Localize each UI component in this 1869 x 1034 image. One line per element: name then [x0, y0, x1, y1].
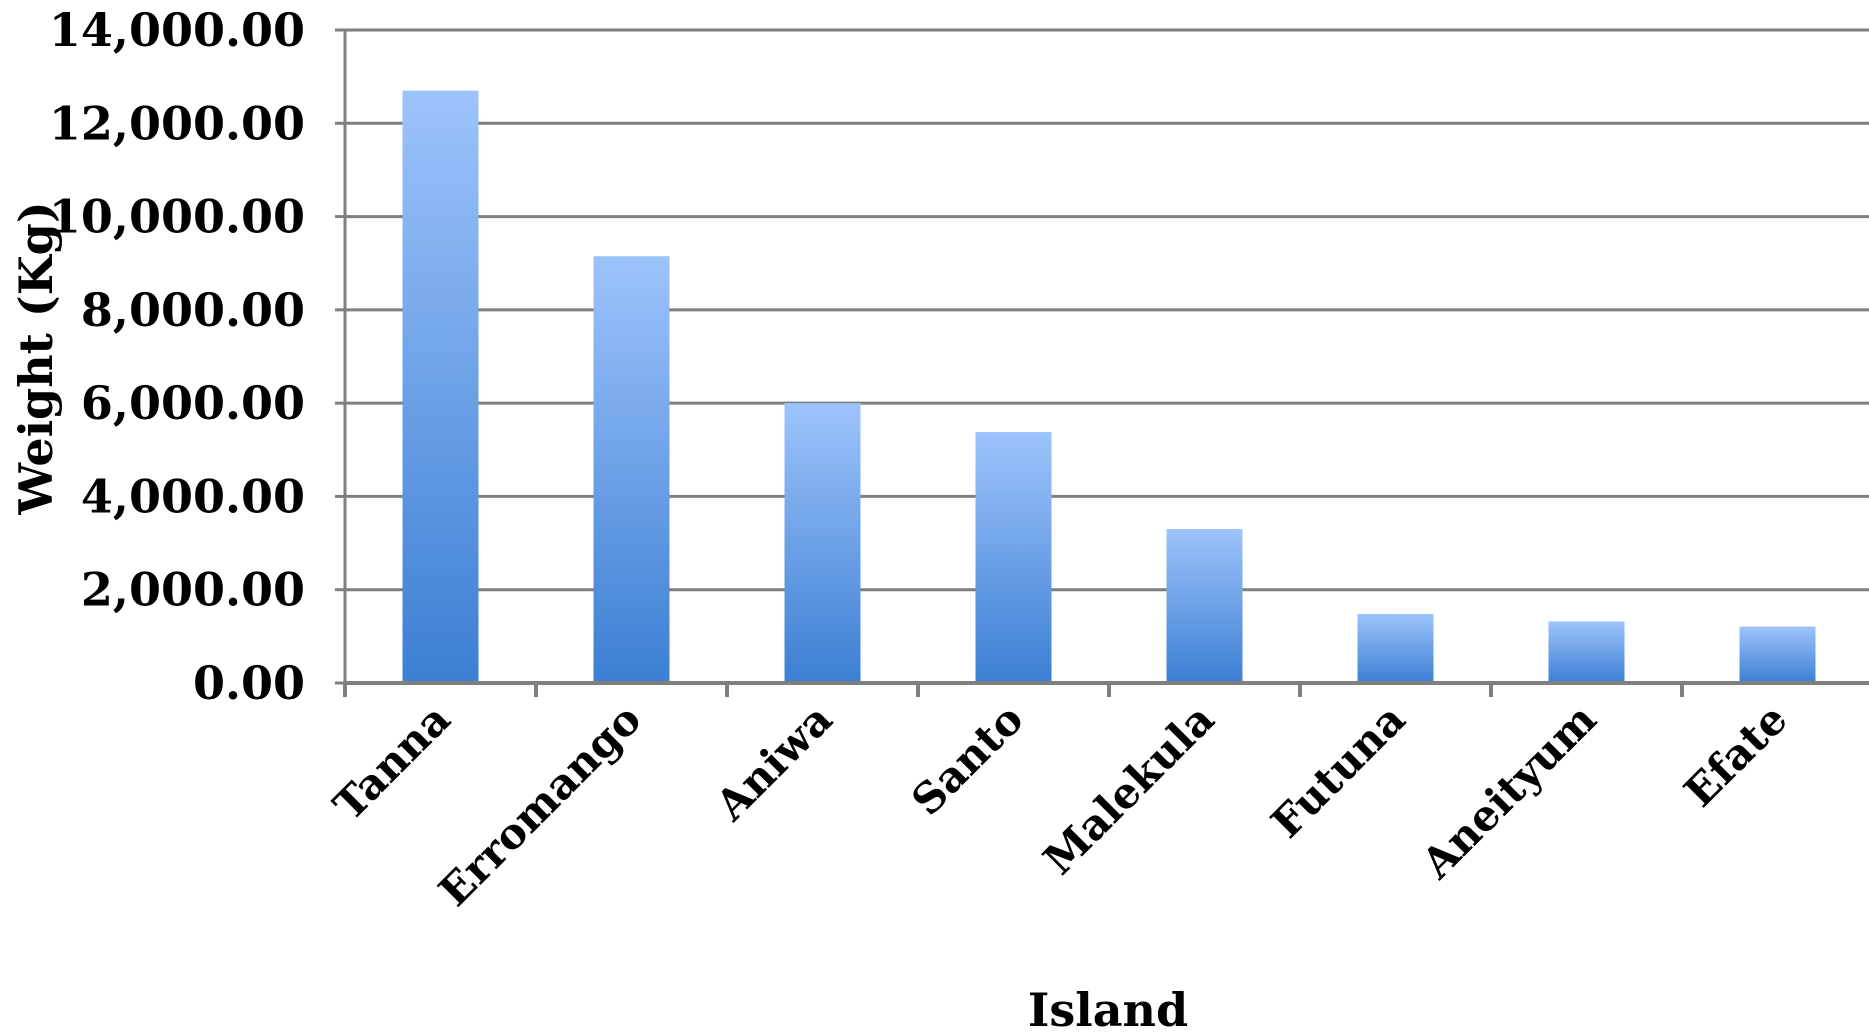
bar-santo [975, 432, 1052, 683]
y-tick-label: 10,000.00 [49, 190, 305, 244]
y-tick-label: 14,000.00 [49, 3, 305, 57]
bar-aniwa [784, 403, 861, 683]
gridlines [335, 28, 1869, 685]
x-tick-label: Aniwa [705, 694, 841, 830]
y-tick-label: 2,000.00 [81, 563, 305, 617]
x-tick-label: Efate [1675, 694, 1797, 816]
y-tick-label: 4,000.00 [81, 469, 305, 523]
x-axis-title: Island [1028, 983, 1188, 1034]
y-tick-label: 0.00 [193, 656, 305, 710]
y-tick-label: 6,000.00 [81, 376, 305, 430]
y-tick-label: 8,000.00 [81, 283, 305, 337]
y-axis-tick-labels: 0.00 2,000.00 4,000.00 6,000.00 8,000.00 10,0… [49, 3, 305, 710]
y-axis-title: Weight (Kg) [9, 201, 63, 515]
x-tick-label: Santo [902, 694, 1032, 824]
x-tick-label: Aneityum [1411, 694, 1605, 888]
bar-futuna [1357, 613, 1434, 683]
bar-malekula [1166, 529, 1243, 683]
x-tick-label: Tanna [324, 694, 460, 830]
bar-tanna [402, 90, 479, 683]
x-tick-label: Erromango [429, 694, 650, 915]
bar-efate [1739, 626, 1816, 683]
y-tick-label: 12,000.00 [49, 96, 305, 150]
bars [402, 90, 1816, 683]
x-tick-label: Malekula [1034, 694, 1224, 884]
x-axis [343, 30, 1869, 697]
bar-erromango [593, 256, 670, 683]
x-tick-label: Futuna [1262, 694, 1415, 847]
bar-aneityum [1548, 621, 1625, 683]
